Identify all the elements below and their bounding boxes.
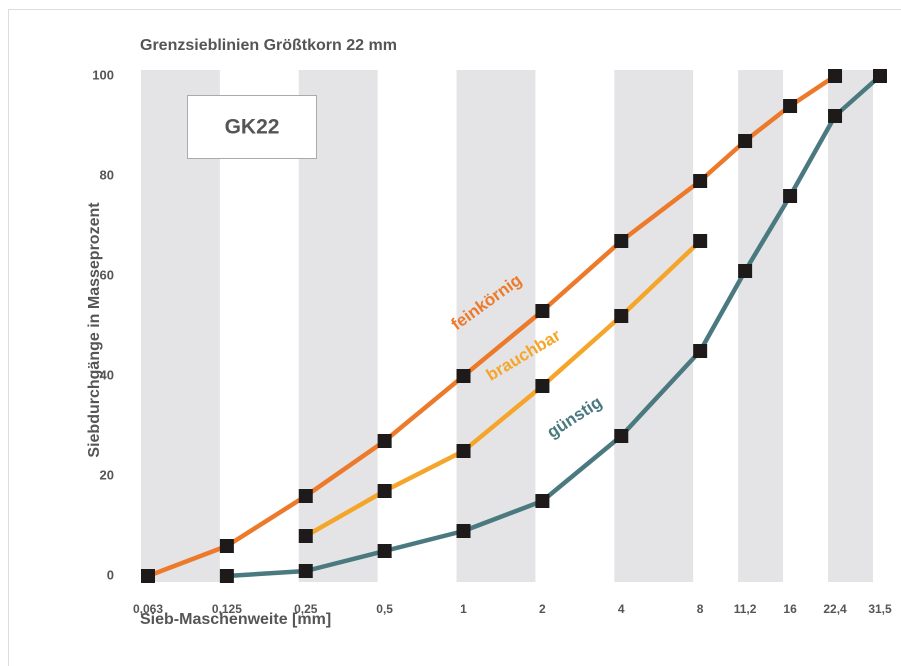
point-marker <box>614 309 629 323</box>
frame <box>8 9 901 666</box>
x-axis-label: Sieb-Maschenweite [mm] <box>140 611 331 628</box>
y-tick-label: 60 <box>100 267 114 282</box>
x-tick-label: 8 <box>697 602 704 616</box>
point-marker <box>298 489 313 503</box>
point-marker <box>828 109 843 123</box>
point-marker <box>693 174 708 188</box>
point-marker <box>141 569 155 583</box>
point-marker <box>783 99 798 113</box>
x-tick-label: 2 <box>539 602 546 616</box>
chart-title: Grenzsieblinien Größtkorn 22 mm <box>140 37 397 54</box>
point-marker <box>377 484 392 498</box>
column-band <box>738 70 784 582</box>
series-line <box>304 239 702 538</box>
point-marker <box>535 304 550 318</box>
y-axis-label: Siebdurchgänge in Masseprozent <box>86 202 103 458</box>
point-marker <box>219 569 234 583</box>
point-marker <box>738 134 753 148</box>
box-label: GK22 <box>225 116 280 139</box>
point-marker <box>298 529 313 543</box>
point-marker <box>783 189 798 203</box>
point-marker <box>535 379 550 393</box>
point-marker <box>614 234 629 248</box>
y-tick-label: 40 <box>100 367 114 382</box>
column-band <box>828 70 873 582</box>
point-marker <box>693 344 708 358</box>
point-marker <box>377 434 392 448</box>
y-tick-label: 100 <box>92 67 114 82</box>
point-marker <box>456 444 471 458</box>
x-tick-label: 0,25 <box>294 602 318 616</box>
x-tick-label: 0,125 <box>212 602 242 616</box>
point-marker <box>828 69 843 83</box>
point-marker <box>456 524 471 538</box>
x-tick-label: 4 <box>618 602 625 616</box>
y-tick-label: 20 <box>100 467 114 482</box>
series-label: günstig <box>544 392 606 441</box>
point-marker <box>738 264 753 278</box>
point-marker <box>298 564 313 578</box>
label-box <box>187 95 317 159</box>
x-tick-label: 31,5 <box>868 602 892 616</box>
point-marker <box>456 369 471 383</box>
point-marker <box>693 234 708 248</box>
x-tick-label: 22,4 <box>823 602 847 616</box>
point-marker <box>535 494 550 508</box>
point-marker <box>873 69 887 83</box>
point-marker <box>614 429 629 443</box>
x-tick-label: 1 <box>460 602 467 616</box>
point-marker <box>219 539 234 553</box>
column-band <box>614 70 694 582</box>
x-tick-label: 0,063 <box>133 602 163 616</box>
y-tick-label: 80 <box>100 167 114 182</box>
x-tick-label: 11,2 <box>734 602 757 616</box>
point-marker <box>377 544 392 558</box>
y-tick-label: 0 <box>107 567 114 582</box>
x-tick-label: 0,5 <box>376 602 393 616</box>
x-tick-label: 16 <box>783 602 797 616</box>
